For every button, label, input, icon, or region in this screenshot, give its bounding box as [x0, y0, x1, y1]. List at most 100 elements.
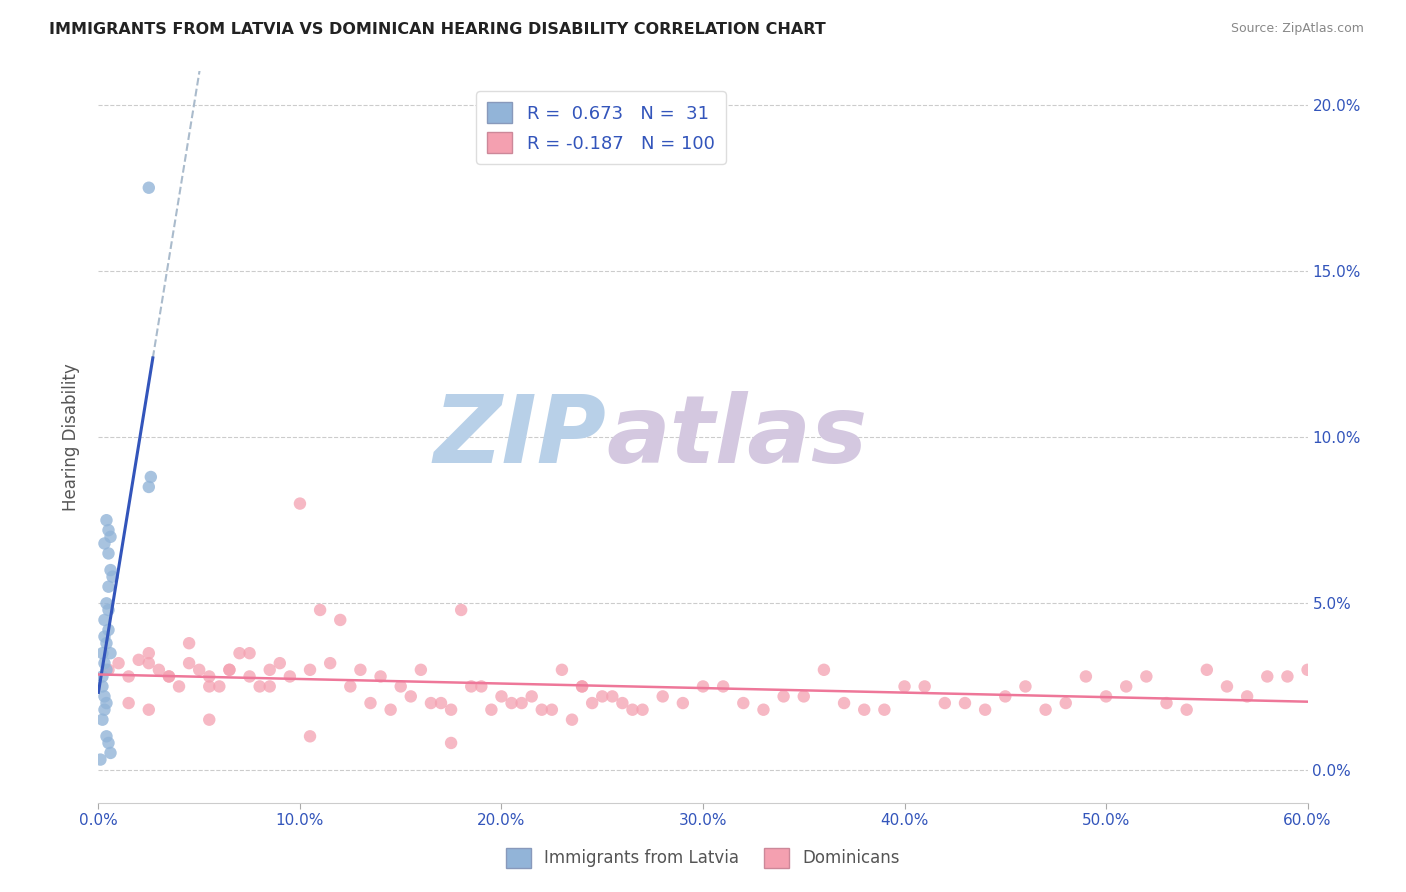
Point [631, 703, 654, 717]
Point [100, 530, 122, 544]
Point [460, 680, 482, 694]
Legend: Immigrants from Latvia, Dominicans: Immigrants from Latvia, Dominicans [499, 841, 907, 875]
Point [1115, 680, 1137, 694]
Point [278, 669, 301, 683]
Point [288, 497, 311, 511]
Point [97, 623, 120, 637]
Point [1216, 680, 1239, 694]
Point [1236, 690, 1258, 704]
Point [97, 603, 120, 617]
Y-axis label: Hearing Disability: Hearing Disability [62, 363, 80, 511]
Point [349, 663, 371, 677]
Point [100, 563, 122, 577]
Point [93, 536, 115, 550]
Point [430, 696, 453, 710]
Point [440, 703, 463, 717]
Point [470, 680, 492, 694]
Point [179, 656, 201, 670]
Point [97, 546, 120, 560]
Point [93, 613, 115, 627]
Point [602, 690, 624, 704]
Point [621, 703, 644, 717]
Point [1256, 669, 1278, 683]
Point [218, 663, 240, 677]
Point [793, 690, 815, 704]
Point [672, 696, 695, 710]
Point [93, 656, 115, 670]
Point [96, 513, 118, 527]
Point [571, 680, 593, 694]
Point [530, 703, 553, 717]
Text: Source: ZipAtlas.com: Source: ZipAtlas.com [1230, 22, 1364, 36]
Point [208, 680, 231, 694]
Point [218, 663, 240, 677]
Point [239, 646, 262, 660]
Point [96, 696, 118, 710]
Point [299, 729, 322, 743]
Point [97, 580, 120, 594]
Point [139, 470, 162, 484]
Point [772, 690, 794, 704]
Point [1095, 690, 1118, 704]
Point [93, 690, 115, 704]
Point [491, 690, 513, 704]
Point [873, 703, 896, 717]
Point [179, 636, 201, 650]
Point [1054, 696, 1077, 710]
Point [188, 663, 211, 677]
Point [198, 669, 221, 683]
Point [389, 680, 412, 694]
Point [96, 663, 118, 677]
Point [1035, 703, 1057, 717]
Point [138, 480, 160, 494]
Point [581, 696, 603, 710]
Point [510, 696, 533, 710]
Point [370, 669, 392, 683]
Point [118, 669, 141, 683]
Point [100, 746, 122, 760]
Point [813, 663, 835, 677]
Point [97, 736, 120, 750]
Point [128, 653, 150, 667]
Point [1074, 669, 1097, 683]
Point [198, 713, 221, 727]
Point [974, 703, 997, 717]
Point [157, 669, 180, 683]
Point [249, 680, 271, 694]
Point [96, 596, 118, 610]
Point [91, 669, 114, 683]
Point [591, 690, 613, 704]
Point [733, 696, 755, 710]
Point [651, 690, 673, 704]
Point [138, 646, 160, 660]
Point [853, 703, 876, 717]
Point [97, 663, 120, 677]
Point [339, 680, 361, 694]
Point [420, 696, 443, 710]
Point [239, 669, 262, 683]
Point [399, 690, 422, 704]
Point [934, 696, 956, 710]
Text: IMMIGRANTS FROM LATVIA VS DOMINICAN HEARING DISABILITY CORRELATION CHART: IMMIGRANTS FROM LATVIA VS DOMINICAN HEAR… [49, 22, 825, 37]
Point [752, 703, 775, 717]
Point [198, 680, 221, 694]
Point [138, 180, 160, 194]
Point [93, 630, 115, 644]
Point [89, 753, 111, 767]
Point [561, 713, 583, 727]
Point [1156, 696, 1178, 710]
Point [93, 703, 115, 717]
Point [309, 603, 332, 617]
Point [91, 680, 114, 694]
Point [167, 680, 190, 694]
Point [91, 713, 114, 727]
Point [994, 690, 1017, 704]
Point [953, 696, 976, 710]
Point [893, 680, 915, 694]
Point [157, 669, 180, 683]
Point [380, 703, 402, 717]
Point [1195, 663, 1218, 677]
Point [100, 646, 122, 660]
Point [1135, 669, 1157, 683]
Point [540, 703, 562, 717]
